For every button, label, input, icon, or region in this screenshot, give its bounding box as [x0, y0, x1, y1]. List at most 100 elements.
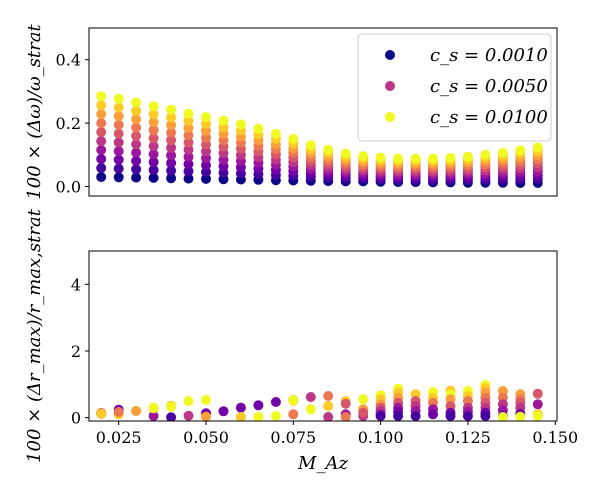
scatter-point	[131, 147, 142, 158]
scatter-point	[148, 157, 159, 167]
scatter-point	[131, 155, 142, 166]
scatter-point	[166, 401, 177, 412]
scatter-point	[113, 111, 124, 122]
scatter-point	[148, 141, 159, 152]
x-axis-label: M_Az	[297, 453, 348, 474]
scatter-point	[253, 412, 264, 421]
scatter-point	[183, 159, 194, 170]
scatter-point	[183, 144, 194, 155]
scatter-point	[148, 117, 159, 128]
scatter-point	[113, 154, 124, 165]
scatter-point	[96, 118, 107, 129]
scatter-point	[148, 125, 159, 136]
scatter-point	[183, 166, 194, 177]
scatter-point	[113, 137, 124, 148]
scatter-point	[218, 115, 229, 126]
scatter-point	[480, 411, 491, 421]
scatter-point	[183, 396, 194, 406]
scatter-point	[96, 408, 107, 419]
scatter-point	[445, 411, 456, 421]
scatter-point	[305, 392, 316, 402]
scatter-point	[340, 398, 351, 409]
scatter-point	[148, 411, 159, 421]
bottom-y-axis-label: 100 × (Δr_max)/r_max,strat	[24, 208, 45, 463]
scatter-point	[148, 149, 159, 160]
y-tick-label: 4	[71, 275, 81, 294]
scatter-point	[358, 394, 369, 405]
scatter-point	[131, 114, 142, 125]
scatter-point	[323, 401, 334, 411]
scatter-point	[323, 391, 334, 401]
scatter-point	[148, 172, 159, 183]
scatter-point	[96, 172, 107, 182]
y-tick-label: 0.2	[56, 114, 81, 133]
scatter-point	[96, 91, 107, 102]
y-tick-label: 0.4	[56, 51, 81, 70]
scatter-point	[96, 163, 107, 173]
x-tick-label: 0.050	[183, 428, 229, 447]
scatter-point	[148, 402, 159, 413]
scatter-point	[462, 151, 473, 162]
scatter-point	[393, 411, 404, 421]
scatter-point	[515, 411, 526, 421]
scatter-point	[131, 122, 142, 133]
legend: c_s = 0.0010 c_s = 0.0050 c_s = 0.0100	[357, 33, 552, 142]
scatter-point	[183, 130, 194, 141]
y-tick-label: 2	[71, 342, 81, 361]
scatter-point	[201, 173, 211, 184]
legend-label: c_s = 0.0010	[430, 45, 548, 66]
scatter-point	[270, 397, 281, 407]
scatter-point	[515, 145, 526, 156]
scatter-point	[96, 109, 107, 120]
scatter-point	[113, 163, 124, 174]
scatter-point	[113, 407, 124, 417]
scatter-point	[480, 149, 491, 160]
scatter-point	[183, 108, 194, 119]
scatter-point	[462, 411, 473, 421]
scatter-point	[201, 125, 211, 136]
scatter-point	[113, 102, 124, 113]
scatter-point	[235, 402, 246, 413]
scatter-point	[96, 127, 107, 138]
scatter-point	[323, 144, 334, 155]
bottom-panel: 0 2 4 0.025 0.050 0.075 0.100 0.125 0.150 M_Az 100…	[24, 208, 578, 474]
scatter-point	[166, 158, 177, 168]
scatter-point	[410, 153, 421, 164]
scatter-point	[288, 395, 299, 405]
scatter-point	[148, 165, 159, 175]
scatter-point	[201, 112, 211, 123]
scatter-point	[148, 109, 159, 120]
scatter-point	[201, 146, 211, 157]
scatter-point	[340, 412, 351, 421]
scatter-point	[270, 411, 281, 421]
scatter-point	[148, 133, 159, 144]
scatter-point	[131, 97, 142, 108]
scatter-point	[305, 140, 316, 151]
bottom-axes-frame	[88, 250, 558, 422]
scatter-point	[96, 100, 107, 111]
scatter-point	[253, 400, 264, 411]
scatter-point	[305, 404, 316, 415]
scatter-point	[166, 135, 177, 146]
scatter-point	[445, 153, 456, 163]
x-tick-label: 0.075	[270, 428, 316, 447]
x-tick-label: 0.150	[532, 428, 578, 447]
y-tick-label: 0.0	[56, 177, 81, 196]
scatter-point	[410, 411, 421, 421]
scatter-point	[166, 173, 177, 184]
scatter-point	[131, 105, 142, 116]
scatter-point	[532, 399, 543, 410]
scatter-point	[166, 112, 177, 123]
scatter-point	[340, 148, 351, 159]
x-tick-label: 0.125	[445, 428, 491, 447]
scatter-point	[131, 406, 142, 416]
scatter-point	[428, 409, 438, 420]
scatter-point	[393, 153, 404, 164]
scatter-point	[532, 411, 543, 421]
top-y-axis-label: 100 × (Δω)/ω_strat	[24, 24, 45, 200]
legend-label: c_s = 0.0100	[430, 107, 548, 128]
scatter-point	[532, 142, 543, 153]
scatter-point	[96, 145, 107, 155]
